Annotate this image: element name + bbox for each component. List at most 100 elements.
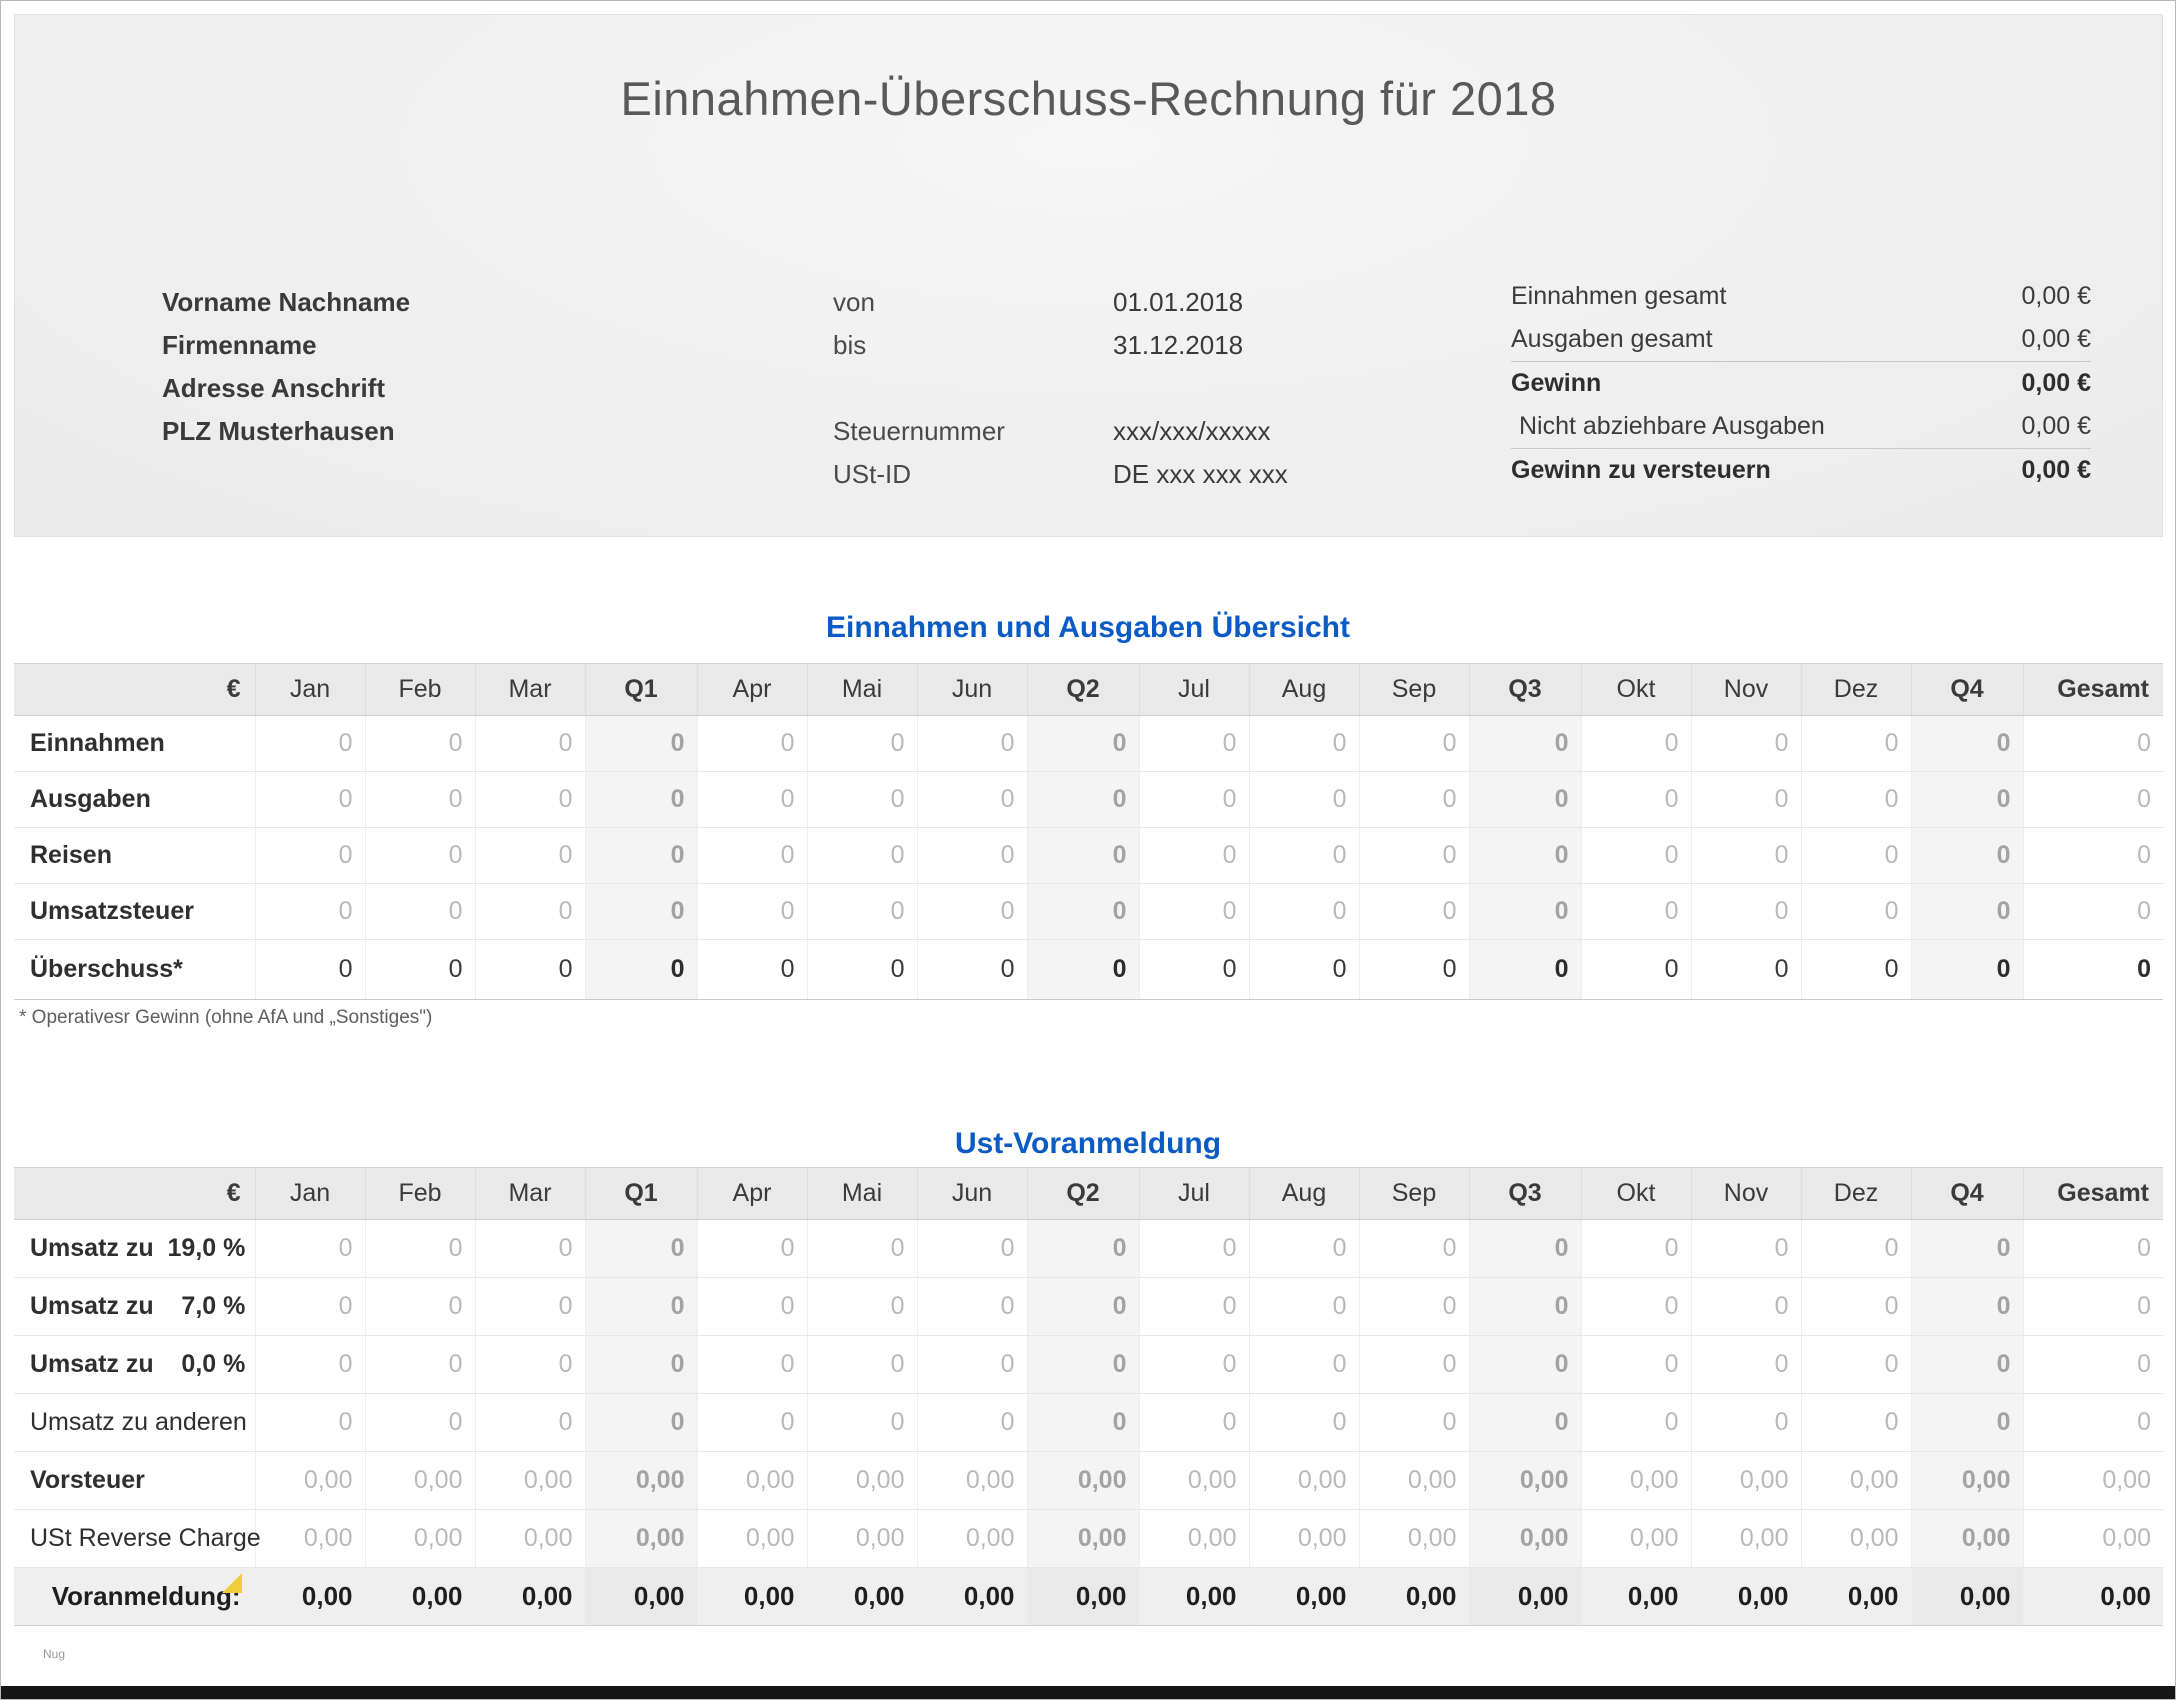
value-cell[interactable]: 0	[1026, 1277, 1139, 1336]
value-cell[interactable]: 0	[916, 827, 1027, 884]
row-label-cell[interactable]: USt Reverse Charge	[14, 1509, 261, 1568]
value-cell[interactable]: 0	[696, 827, 807, 884]
value-cell[interactable]: 0	[1358, 1335, 1469, 1394]
row-label-cell[interactable]: Umsatz zu 0,0 %	[14, 1335, 255, 1394]
value-cell[interactable]: 0	[584, 883, 697, 940]
value-cell[interactable]: 0	[364, 771, 475, 828]
value-cell[interactable]: 0	[1690, 1393, 1801, 1452]
value-cell[interactable]: 0	[2022, 827, 2163, 884]
value-cell[interactable]: 0	[254, 1277, 365, 1336]
value-cell[interactable]: 0,00	[1800, 1567, 1911, 1626]
value-cell[interactable]: 0	[1690, 939, 1801, 1000]
value-cell[interactable]: 0	[1800, 939, 1911, 1000]
value-cell[interactable]: 0	[1910, 1335, 2023, 1394]
column-header-cell[interactable]: Jun	[916, 1167, 1027, 1220]
value-cell[interactable]: 0	[1800, 715, 1911, 772]
value-cell[interactable]: 0	[1248, 827, 1359, 884]
identity-address[interactable]: Adresse Anschrift	[162, 373, 385, 403]
value-cell[interactable]: 0	[696, 1277, 807, 1336]
value-cell[interactable]: 0	[474, 1393, 585, 1452]
value-cell[interactable]: 0	[916, 771, 1027, 828]
identity-company[interactable]: Firmenname	[162, 330, 317, 360]
value-cell[interactable]: 0	[474, 715, 585, 772]
value-cell[interactable]: 0,00	[916, 1451, 1027, 1510]
meta-value[interactable]: DE xxx xxx xxx	[1113, 459, 1288, 489]
value-cell[interactable]: 0	[916, 715, 1027, 772]
value-cell[interactable]: 0	[1358, 715, 1469, 772]
column-header-cell[interactable]: Jul	[1138, 663, 1249, 716]
value-cell[interactable]: 0	[696, 1219, 807, 1278]
value-cell[interactable]: 0	[364, 1219, 475, 1278]
column-header-cell[interactable]: Mai	[806, 1167, 917, 1220]
value-cell[interactable]: 0	[1580, 715, 1691, 772]
value-cell[interactable]: 0	[806, 1335, 917, 1394]
value-cell[interactable]: 0	[1800, 1335, 1911, 1394]
value-cell[interactable]: 0	[584, 715, 697, 772]
value-cell[interactable]: 0	[1580, 1335, 1691, 1394]
value-cell[interactable]: 0	[1800, 883, 1911, 940]
value-cell[interactable]: 0	[1026, 827, 1139, 884]
value-cell[interactable]: 0,00	[696, 1509, 807, 1568]
row-label-cell[interactable]: Umsatz zu 7,0 %	[14, 1277, 255, 1336]
value-cell[interactable]: 0	[364, 1277, 475, 1336]
value-cell[interactable]: 0,00	[2022, 1567, 2163, 1626]
value-cell[interactable]: 0,00	[1358, 1509, 1469, 1568]
value-cell[interactable]: 0,00	[254, 1509, 365, 1568]
value-cell[interactable]: 0	[474, 1219, 585, 1278]
value-cell[interactable]: 0	[474, 1335, 585, 1394]
value-cell[interactable]: 0	[584, 1335, 697, 1394]
summary-value[interactable]: 0,00 €	[2021, 282, 2091, 310]
summary-value[interactable]: 0,00 €	[2021, 412, 2091, 440]
value-cell[interactable]: 0	[916, 1277, 1027, 1336]
value-cell[interactable]: 0	[1910, 883, 2023, 940]
value-cell[interactable]: 0	[1690, 827, 1801, 884]
value-cell[interactable]: 0	[916, 939, 1027, 1000]
value-cell[interactable]: 0,00	[364, 1567, 475, 1626]
value-cell[interactable]: 0	[1358, 1219, 1469, 1278]
value-cell[interactable]: 0	[1248, 1393, 1359, 1452]
value-cell[interactable]: 0	[1138, 883, 1249, 940]
value-cell[interactable]: 0	[1910, 715, 2023, 772]
value-cell[interactable]: 0	[696, 1335, 807, 1394]
column-header-cell[interactable]: Sep	[1358, 1167, 1469, 1220]
value-cell[interactable]: 0	[1468, 827, 1581, 884]
value-cell[interactable]: 0	[1248, 715, 1359, 772]
value-cell[interactable]: 0,00	[2022, 1509, 2163, 1568]
value-cell[interactable]: 0	[1580, 1219, 1691, 1278]
value-cell[interactable]: 0	[364, 883, 475, 940]
value-cell[interactable]: 0,00	[1468, 1509, 1581, 1568]
row-label-cell[interactable]: Umsatz zu anderen	[14, 1393, 255, 1452]
value-cell[interactable]: 0	[1468, 771, 1581, 828]
value-cell[interactable]: 0,00	[1910, 1509, 2023, 1568]
column-header-cell[interactable]: Apr	[696, 1167, 807, 1220]
value-cell[interactable]: 0,00	[1690, 1509, 1801, 1568]
value-cell[interactable]: 0	[1580, 1393, 1691, 1452]
column-header-cell[interactable]: Jan	[254, 663, 365, 716]
value-cell[interactable]: 0	[364, 1393, 475, 1452]
value-cell[interactable]: 0,00	[1138, 1509, 1249, 1568]
value-cell[interactable]: 0	[806, 715, 917, 772]
value-cell[interactable]: 0,00	[696, 1451, 807, 1510]
value-cell[interactable]: 0	[696, 883, 807, 940]
value-cell[interactable]: 0	[1580, 939, 1691, 1000]
value-cell[interactable]: 0,00	[1248, 1567, 1359, 1626]
value-cell[interactable]: 0	[1138, 827, 1249, 884]
column-header-cell[interactable]: €	[14, 1167, 255, 1220]
value-cell[interactable]: 0	[916, 1335, 1027, 1394]
column-header-cell[interactable]: Q2	[1026, 1167, 1139, 1220]
value-cell[interactable]: 0	[806, 1219, 917, 1278]
value-cell[interactable]: 0	[2022, 1393, 2163, 1452]
value-cell[interactable]: 0	[1910, 1219, 2023, 1278]
value-cell[interactable]: 0	[1580, 883, 1691, 940]
value-cell[interactable]: 0,00	[1690, 1451, 1801, 1510]
value-cell[interactable]: 0	[1248, 771, 1359, 828]
value-cell[interactable]: 0	[1910, 1277, 2023, 1336]
identity-name[interactable]: Vorname Nachname	[162, 287, 411, 317]
column-header-cell[interactable]: Gesamt	[2022, 663, 2163, 716]
value-cell[interactable]: 0	[2022, 1335, 2163, 1394]
value-cell[interactable]: 0	[1138, 1335, 1249, 1394]
value-cell[interactable]: 0	[584, 771, 697, 828]
value-cell[interactable]: 0,00	[1248, 1509, 1359, 1568]
value-cell[interactable]: 0	[2022, 715, 2163, 772]
value-cell[interactable]: 0	[1138, 771, 1249, 828]
